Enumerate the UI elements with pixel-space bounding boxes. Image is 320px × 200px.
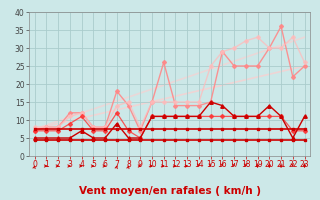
Text: Vent moyen/en rafales ( km/h ): Vent moyen/en rafales ( km/h ) [79,186,260,196]
